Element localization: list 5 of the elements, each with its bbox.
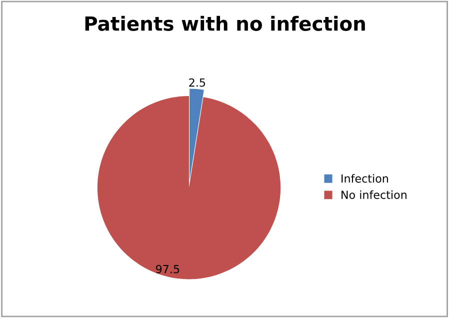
legend-label: No infection xyxy=(342,190,406,199)
data-label: 2.5 xyxy=(189,78,206,87)
chart-title: Patients with no infection xyxy=(85,16,365,31)
legend-label: Infection xyxy=(342,174,388,183)
data-label: 97.5 xyxy=(156,264,180,274)
